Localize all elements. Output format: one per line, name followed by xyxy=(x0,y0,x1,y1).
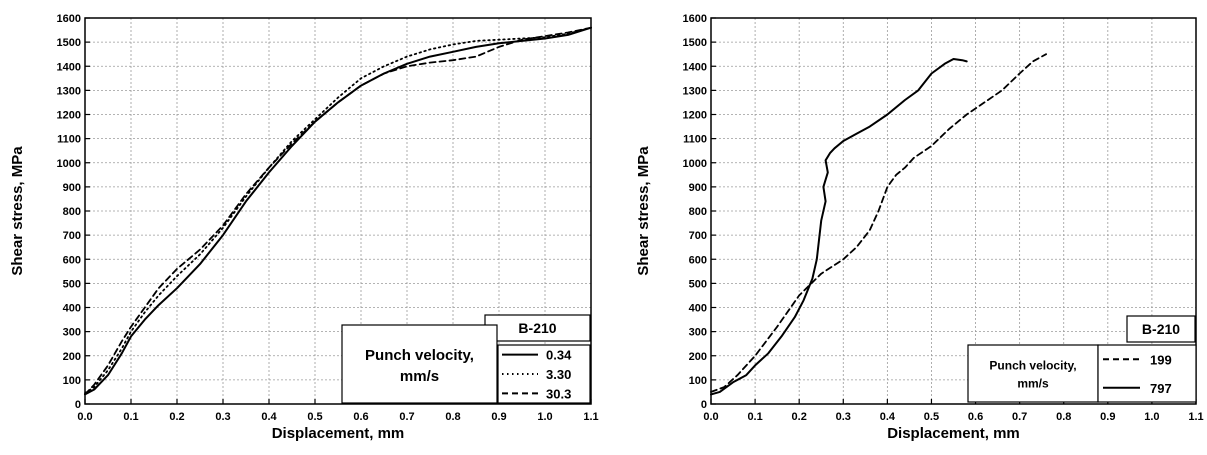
y-tick-label: 1000 xyxy=(683,158,707,170)
y-tick-label: 1400 xyxy=(683,61,707,73)
x-tick-label: 1.0 xyxy=(1144,411,1159,423)
y-tick-label: 600 xyxy=(63,254,81,266)
y-tick-label: 600 xyxy=(689,254,707,266)
y-tick-label: 1100 xyxy=(683,134,707,146)
legend-entries-box xyxy=(1097,344,1197,403)
y-tick-label: 300 xyxy=(689,327,707,339)
y-tick-label: 1000 xyxy=(57,158,81,170)
x-tick-label: 0.5 xyxy=(307,411,322,423)
x-axis-label: Displacement, mm xyxy=(272,425,405,442)
x-tick-label: 0.5 xyxy=(924,411,939,423)
y-tick-label: 1500 xyxy=(57,37,81,49)
x-tick-label: 0.7 xyxy=(399,411,414,423)
y-tick-label: 1600 xyxy=(683,13,707,25)
y-tick-label: 500 xyxy=(63,278,81,290)
x-tick-label: 0.9 xyxy=(1100,411,1115,423)
legend-entry-30.3: 30.3 xyxy=(546,386,571,401)
y-axis-label: Shear stress, MPa xyxy=(635,146,652,276)
y-tick-label: 900 xyxy=(63,182,81,194)
series-line-0.34 xyxy=(84,26,592,396)
series-line-199 xyxy=(710,53,1047,393)
x-tick-label: 0.6 xyxy=(968,411,983,423)
y-tick-label: 1600 xyxy=(57,13,81,25)
legend-entry-797: 797 xyxy=(1150,381,1172,396)
legend-entry-199: 199 xyxy=(1150,352,1172,367)
y-tick-label: 400 xyxy=(689,303,707,315)
y-tick-label: 700 xyxy=(689,230,707,242)
x-tick-label: 0.0 xyxy=(77,411,92,423)
y-tick-label: 200 xyxy=(63,351,81,363)
y-tick-label: 1300 xyxy=(57,85,81,97)
y-tick-label: 100 xyxy=(63,375,81,387)
x-tick-label: 1.1 xyxy=(583,411,598,423)
x-tick-label: 1.1 xyxy=(1188,411,1203,423)
y-tick-label: 400 xyxy=(63,303,81,315)
legend-title-line1: Punch velocity, xyxy=(989,359,1076,373)
x-axis-label: Displacement, mm xyxy=(887,425,1020,442)
legend-material-box xyxy=(1126,315,1196,343)
legend-material-label: B-210 xyxy=(1142,321,1180,337)
y-tick-label: 1200 xyxy=(683,110,707,122)
y-axis-label: Shear stress, MPa xyxy=(9,146,26,276)
legend-title-line2: mm/s xyxy=(400,368,439,385)
y-tick-label: 200 xyxy=(689,351,707,363)
x-tick-label: 0.2 xyxy=(792,411,807,423)
y-tick-label: 800 xyxy=(689,206,707,218)
x-tick-label: 0.1 xyxy=(747,411,762,423)
x-tick-label: 0.4 xyxy=(261,411,277,423)
x-tick-label: 0.6 xyxy=(353,411,368,423)
legend-material-label: B-210 xyxy=(518,320,556,336)
y-tick-label: 300 xyxy=(63,327,81,339)
legend-title-box xyxy=(967,344,1099,403)
x-tick-label: 0.0 xyxy=(703,411,718,423)
legend-material-box xyxy=(484,314,591,342)
y-tick-label: 700 xyxy=(63,230,81,242)
x-tick-label: 0.9 xyxy=(491,411,506,423)
chart-panel-1: 0 100 200 300 400 500 600 700 800 900 1000 1100 1200… xyxy=(9,13,599,442)
y-tick-label: 0 xyxy=(701,399,707,411)
y-tick-label: 1300 xyxy=(683,85,707,97)
x-tick-label: 0.1 xyxy=(123,411,138,423)
legend-title-line1: Punch velocity, xyxy=(365,347,474,364)
x-tick-label: 0.3 xyxy=(215,411,230,423)
y-tick-label: 1200 xyxy=(57,110,81,122)
y-tick-label: 1500 xyxy=(683,37,707,49)
x-tick-label: 0.4 xyxy=(880,411,896,423)
legend-title-box xyxy=(341,324,498,404)
series-line-30.3 xyxy=(84,26,592,396)
y-tick-label: 900 xyxy=(689,182,707,194)
y-tick-label: 0 xyxy=(75,399,81,411)
legend-title-line2: mm/s xyxy=(1017,377,1049,391)
x-tick-label: 0.7 xyxy=(1012,411,1027,423)
x-tick-label: 0.8 xyxy=(1056,411,1071,423)
legend-entry-3.30: 3.30 xyxy=(546,367,571,382)
chart-panel-2: 0 100 200 300 400 500 600 700 800 900 1000 1100 1200… xyxy=(635,13,1204,442)
legend-entry-0.34: 0.34 xyxy=(546,348,572,363)
series-line-797 xyxy=(710,58,968,396)
x-tick-label: 1.0 xyxy=(537,411,552,423)
y-tick-label: 1100 xyxy=(57,134,81,146)
y-tick-label: 100 xyxy=(689,375,707,387)
y-tick-label: 1400 xyxy=(57,61,81,73)
x-tick-label: 0.8 xyxy=(445,411,460,423)
x-tick-label: 0.2 xyxy=(169,411,184,423)
y-tick-label: 800 xyxy=(63,206,81,218)
y-tick-label: 500 xyxy=(689,278,707,290)
series-line-3.30 xyxy=(84,26,592,395)
x-tick-label: 0.3 xyxy=(836,411,851,423)
